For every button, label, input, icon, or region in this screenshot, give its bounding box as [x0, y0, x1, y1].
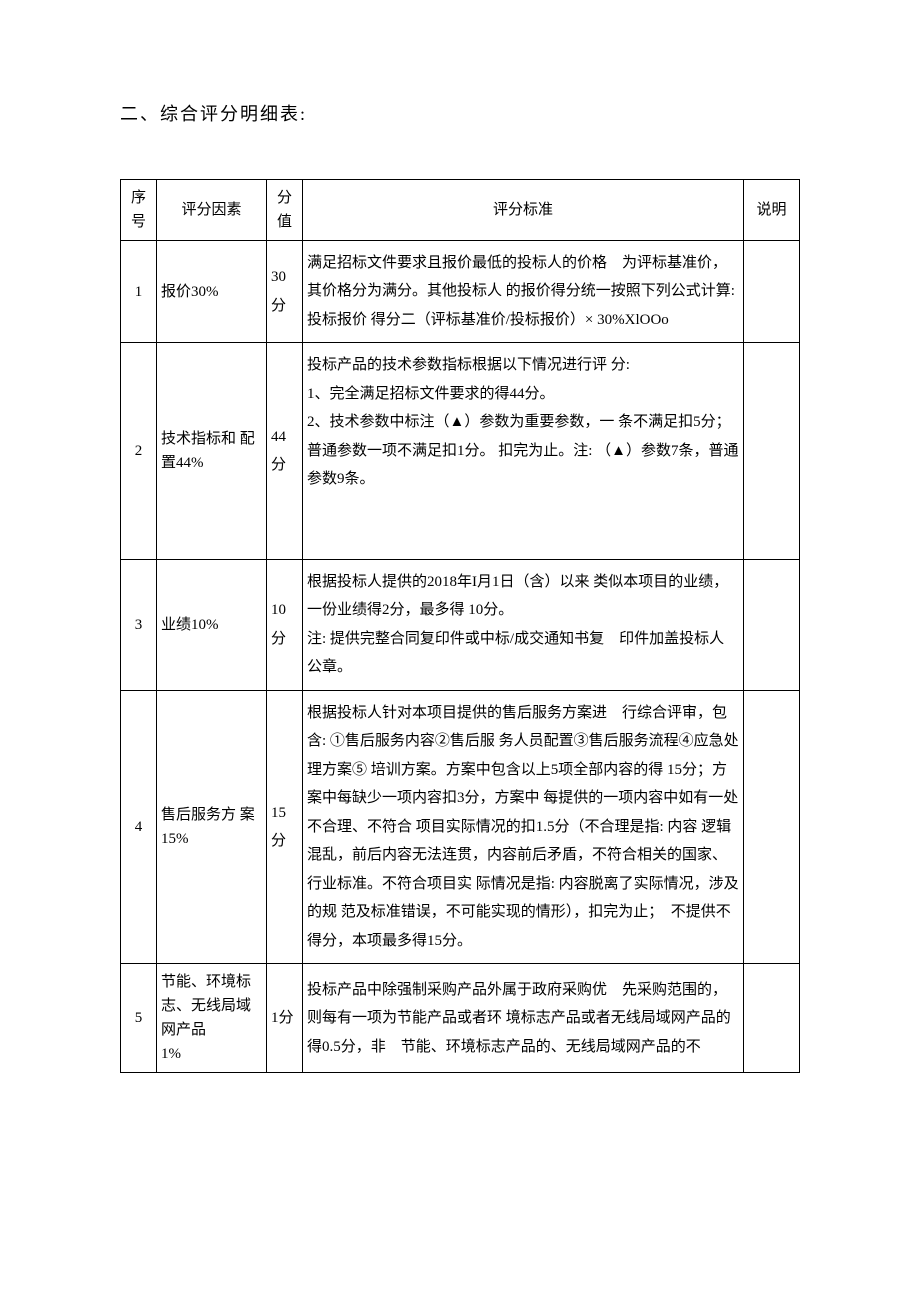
cell-seq: 3 — [121, 559, 157, 690]
cell-seq: 1 — [121, 240, 157, 343]
page-title: 二、综合评分明细表: — [120, 100, 800, 129]
cell-score: 15分 — [267, 690, 303, 964]
cell-factor: 技术指标和 配置44% — [157, 343, 267, 560]
scoring-table: 序号 评分因素 分值 评分标准 说明 1 报价30% 30分 满足招标文件要求且… — [120, 179, 800, 1074]
cell-score: 30分 — [267, 240, 303, 343]
table-row: 1 报价30% 30分 满足招标文件要求且报价最低的投标人的价格 为评标基准价，… — [121, 240, 800, 343]
cell-factor: 业绩10% — [157, 559, 267, 690]
cell-factor: 报价30% — [157, 240, 267, 343]
cell-criteria: 根据投标人针对本项目提供的售后服务方案进 行综合评审，包含: ①售后服务内容②售… — [303, 690, 744, 964]
cell-factor: 节能、环境标 志、无线局域 网产品 1% — [157, 964, 267, 1073]
header-seq: 序号 — [121, 179, 157, 240]
cell-seq: 4 — [121, 690, 157, 964]
table-row: 3 业绩10% 10分 根据投标人提供的2018年I月1日（含）以来 类似本项目… — [121, 559, 800, 690]
cell-criteria: 根据投标人提供的2018年I月1日（含）以来 类似本项目的业绩，一份业绩得2分，… — [303, 559, 744, 690]
cell-factor: 售后服务方 案15% — [157, 690, 267, 964]
table-header-row: 序号 评分因素 分值 评分标准 说明 — [121, 179, 800, 240]
cell-remark — [744, 559, 800, 690]
table-row: 4 售后服务方 案15% 15分 根据投标人针对本项目提供的售后服务方案进 行综… — [121, 690, 800, 964]
cell-seq: 2 — [121, 343, 157, 560]
cell-score: 10分 — [267, 559, 303, 690]
table-row: 2 技术指标和 配置44% 44分 投标产品的技术参数指标根据以下情况进行评 分… — [121, 343, 800, 560]
header-criteria: 评分标准 — [303, 179, 744, 240]
cell-score: 1分 — [267, 964, 303, 1073]
cell-criteria: 满足招标文件要求且报价最低的投标人的价格 为评标基准价，其价格分为满分。其他投标… — [303, 240, 744, 343]
header-score: 分值 — [267, 179, 303, 240]
cell-score: 44分 — [267, 343, 303, 560]
cell-criteria: 投标产品的技术参数指标根据以下情况进行评 分: 1、完全满足招标文件要求的得44… — [303, 343, 744, 560]
cell-remark — [744, 964, 800, 1073]
cell-remark — [744, 240, 800, 343]
header-remark: 说明 — [744, 179, 800, 240]
table-row: 5 节能、环境标 志、无线局域 网产品 1% 1分 投标产品中除强制采购产品外属… — [121, 964, 800, 1073]
cell-remark — [744, 343, 800, 560]
header-factor: 评分因素 — [157, 179, 267, 240]
cell-criteria: 投标产品中除强制采购产品外属于政府采购优 先采购范围的，则每有一项为节能产品或者… — [303, 964, 744, 1073]
cell-seq: 5 — [121, 964, 157, 1073]
cell-remark — [744, 690, 800, 964]
